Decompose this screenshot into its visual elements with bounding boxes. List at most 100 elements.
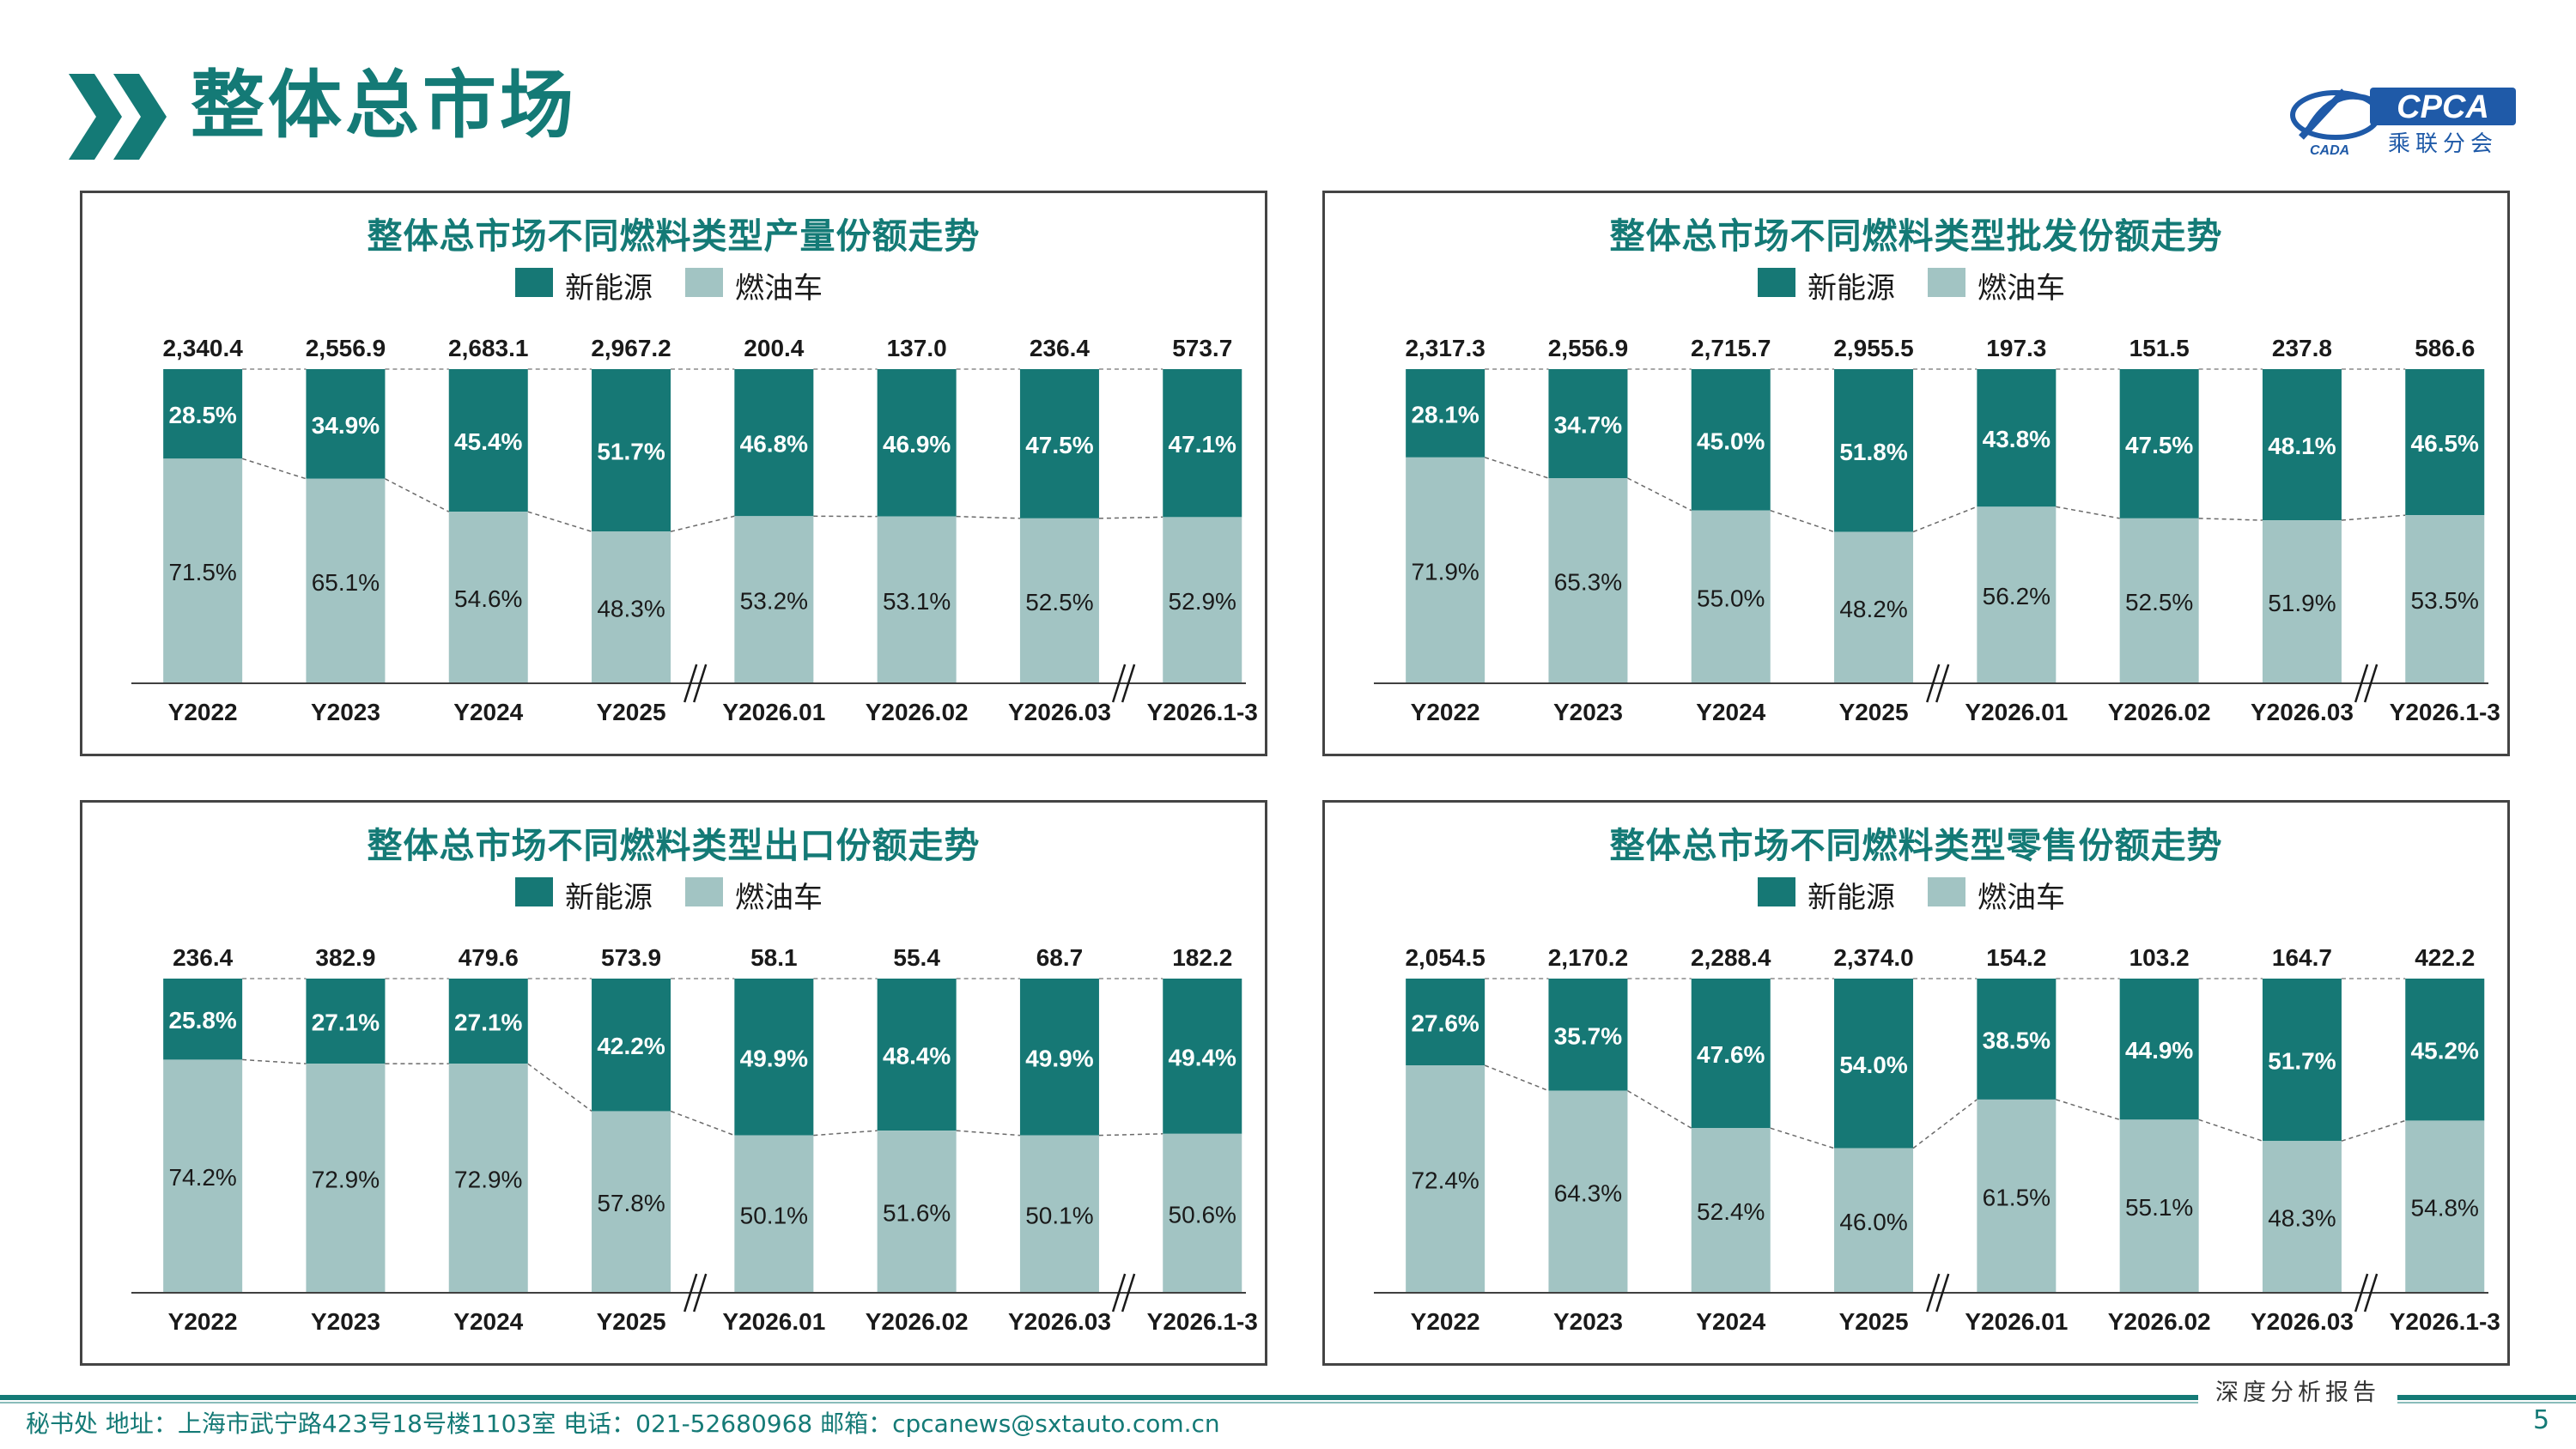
x-tick-label: Y2026.03 bbox=[2251, 1308, 2354, 1335]
data-label-nev: 47.5% bbox=[2125, 432, 2193, 458]
connector-line-split bbox=[956, 515, 1020, 519]
x-tick-label: Y2026.03 bbox=[1008, 699, 1111, 725]
bar-segment-ice bbox=[1406, 457, 1485, 683]
data-label-nev: 42.2% bbox=[597, 1033, 665, 1059]
total-label: 2,054.5 bbox=[1405, 944, 1485, 971]
axis-break-mark bbox=[2354, 664, 2369, 703]
data-label-ice: 54.8% bbox=[2411, 1195, 2479, 1222]
data-label-nev: 46.8% bbox=[740, 431, 808, 458]
bar-segment-nev bbox=[2262, 979, 2342, 1142]
x-tick-label: Y2026.03 bbox=[2251, 699, 2354, 725]
data-label-ice: 61.5% bbox=[1983, 1184, 2050, 1210]
x-tick-label: Y2022 bbox=[1411, 699, 1480, 725]
bar-segment-nev bbox=[1834, 369, 1914, 532]
chart-legend: 新能源 燃油车 bbox=[82, 871, 1265, 915]
data-label-ice: 51.6% bbox=[883, 1200, 951, 1227]
x-tick-label: Y2026.1-3 bbox=[2390, 699, 2500, 725]
connector-line-split bbox=[527, 511, 592, 532]
chart-legend: 新能源 燃油车 bbox=[1325, 871, 2507, 915]
bar-segment-nev bbox=[2119, 979, 2199, 1120]
data-label-nev: 38.5% bbox=[1983, 1027, 2050, 1053]
data-label-nev: 49.9% bbox=[740, 1045, 808, 1071]
bar-segment-nev bbox=[734, 979, 814, 1136]
data-label-ice: 55.1% bbox=[2125, 1194, 2193, 1221]
connector-line-split bbox=[1912, 506, 1978, 533]
total-label: 2,374.0 bbox=[1833, 944, 1913, 971]
total-label: 2,317.3 bbox=[1405, 335, 1485, 361]
footer-report-tag: 深度分析报告 bbox=[2198, 1373, 2397, 1407]
data-label-nev: 27.1% bbox=[454, 1009, 522, 1036]
total-label: 237.8 bbox=[2272, 335, 2332, 361]
chart-title: 整体总市场不同燃料类型出口份额走势 bbox=[367, 825, 981, 866]
connector-line-split bbox=[2056, 506, 2120, 519]
data-label-nev: 28.5% bbox=[168, 402, 236, 428]
connector-line-split bbox=[2056, 1099, 2120, 1121]
footer-rule-thin bbox=[0, 1402, 2576, 1404]
connector-line-split bbox=[1098, 516, 1163, 519]
chart-legend: 新能源 燃油车 bbox=[1325, 262, 2507, 306]
logo-emblem-text: CADA bbox=[2310, 143, 2349, 158]
total-label: 2,340.4 bbox=[162, 335, 243, 361]
data-label-ice: 71.9% bbox=[1411, 558, 1479, 585]
logo-subtext: 乘联分会 bbox=[2388, 131, 2498, 157]
data-label-ice: 53.2% bbox=[740, 588, 808, 615]
connector-line-split bbox=[2198, 518, 2263, 521]
axis-break-mark bbox=[1926, 1273, 1941, 1313]
data-label-ice: 52.5% bbox=[2125, 589, 2193, 615]
data-label-nev: 51.8% bbox=[1839, 439, 1907, 465]
data-label-ice: 64.3% bbox=[1554, 1179, 1622, 1206]
total-label: 573.7 bbox=[1172, 335, 1232, 361]
logo-wordmark: CPCA bbox=[2397, 89, 2489, 125]
data-label-nev: 45.0% bbox=[1697, 427, 1765, 454]
total-label: 2,683.1 bbox=[448, 335, 528, 361]
bar-segment-ice bbox=[877, 1131, 957, 1293]
connector-line-split bbox=[2341, 1119, 2406, 1142]
bar-segment-nev bbox=[1406, 369, 1485, 458]
data-label-nev: 25.8% bbox=[168, 1007, 236, 1034]
data-label-nev: 43.8% bbox=[1983, 426, 2050, 452]
bar-segment-nev bbox=[2405, 979, 2485, 1121]
bar-segment-nev bbox=[1163, 369, 1242, 518]
legend-swatch-nev bbox=[1758, 877, 1795, 906]
x-tick-label: Y2024 bbox=[1696, 699, 1765, 725]
bar-segment-ice bbox=[163, 1059, 243, 1293]
page-number: 5 bbox=[2533, 1405, 2550, 1435]
bar-segment-nev bbox=[877, 979, 957, 1131]
bar-segment-ice bbox=[1406, 1065, 1485, 1293]
bar-segment-nev bbox=[163, 979, 243, 1060]
data-label-nev: 54.0% bbox=[1839, 1052, 1907, 1078]
data-label-nev: 48.4% bbox=[883, 1043, 951, 1070]
data-label-ice: 72.9% bbox=[454, 1167, 522, 1193]
data-label-ice: 65.3% bbox=[1554, 569, 1622, 596]
data-label-ice: 48.2% bbox=[1839, 596, 1907, 622]
bar-segment-nev bbox=[448, 369, 528, 512]
legend-label-ice: 燃油车 bbox=[735, 271, 823, 306]
connector-line-split bbox=[813, 1130, 878, 1137]
chart-title: 整体总市场不同燃料类型批发份额走势 bbox=[1609, 215, 2223, 257]
data-label-ice: 48.3% bbox=[597, 596, 665, 622]
header-chevron-icon bbox=[69, 74, 167, 160]
x-tick-label: Y2022 bbox=[168, 699, 238, 725]
bar-segment-nev bbox=[1019, 979, 1099, 1136]
bar-segment-ice bbox=[306, 1064, 386, 1293]
x-tick-label: Y2024 bbox=[1696, 1308, 1765, 1335]
data-label-nev: 45.4% bbox=[454, 428, 522, 455]
bar-segment-ice bbox=[592, 531, 671, 683]
bar-segment-nev bbox=[163, 369, 243, 459]
legend-label-nev: 新能源 bbox=[1807, 881, 1895, 915]
x-tick-label: Y2026.1-3 bbox=[2390, 1308, 2500, 1335]
total-label: 137.0 bbox=[887, 335, 947, 361]
data-label-nev: 47.5% bbox=[1025, 432, 1093, 458]
total-label: 586.6 bbox=[2415, 335, 2475, 361]
data-label-ice: 72.4% bbox=[1411, 1167, 1479, 1194]
data-label-nev: 47.6% bbox=[1697, 1041, 1765, 1068]
bar-segment-ice bbox=[2262, 1141, 2342, 1293]
bar-segment-nev bbox=[2262, 369, 2342, 521]
x-tick-label: Y2024 bbox=[453, 1308, 523, 1335]
legend-label-nev: 新能源 bbox=[1807, 271, 1895, 306]
total-label: 573.9 bbox=[601, 944, 661, 971]
bar-segment-ice bbox=[1691, 510, 1771, 683]
data-label-nev: 51.7% bbox=[597, 439, 665, 465]
total-label: 200.4 bbox=[744, 335, 804, 361]
bar-segment-nev bbox=[877, 369, 957, 517]
